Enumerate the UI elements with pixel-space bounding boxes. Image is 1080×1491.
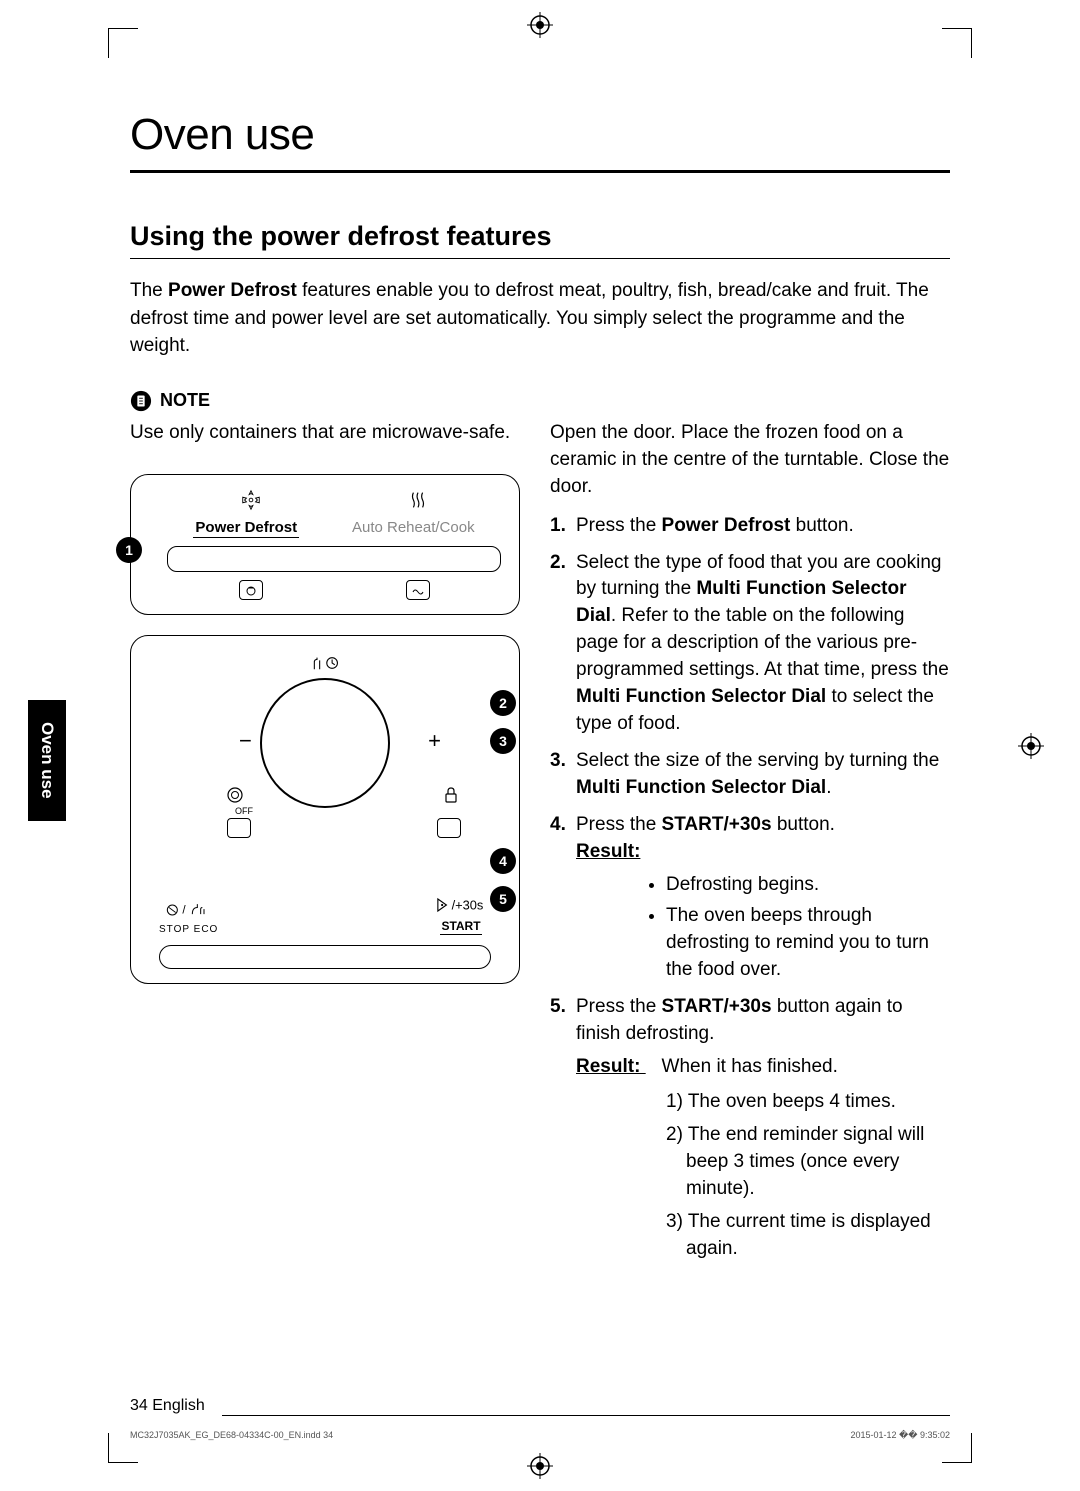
page-footer: 34 English <box>130 1397 950 1416</box>
minus-icon: − <box>239 728 252 754</box>
start-col: /+30s START <box>431 896 491 935</box>
note-body: Use only containers that are microwave-s… <box>130 420 520 447</box>
result-label: Result: <box>576 841 640 862</box>
when-finished: When it has finished. <box>662 1056 838 1077</box>
lock-button-box <box>437 818 461 838</box>
right-column: Open the door. Place the frozen food on … <box>550 420 950 1273</box>
side-tab: Oven use <box>28 700 66 821</box>
registration-mark-icon <box>527 1453 553 1479</box>
intro-prefix: The <box>130 280 168 301</box>
small-icon-2 <box>406 580 430 600</box>
crop-mark <box>108 28 138 58</box>
registration-mark-icon <box>1018 733 1044 759</box>
print-timestamp: 2015-01-12 �� 9:35:02 <box>850 1430 950 1441</box>
steam-icon <box>407 489 429 517</box>
indd-path: MC32J7035AK_EG_DE68-04334C-00_EN.indd 34 <box>130 1430 333 1441</box>
note-icon <box>130 390 152 412</box>
intro-paragraph: The Power Defrost features enable you to… <box>130 277 950 360</box>
stop-eco-col: / STOP ECO <box>159 901 218 935</box>
finish-2: 2) The end reminder signal will beep 3 t… <box>666 1122 950 1203</box>
lock-icon <box>443 786 459 809</box>
callout-5: 5 <box>490 886 516 912</box>
print-footer: MC32J7035AK_EG_DE68-04334C-00_EN.indd 34… <box>130 1430 950 1441</box>
start-label: START <box>440 919 481 935</box>
stop-eco-label: STOP ECO <box>159 924 218 935</box>
callout-2: 2 <box>490 690 516 716</box>
step-4: 4. Press the START/+30s button. Result: … <box>576 812 950 984</box>
step-5: 5. Press the START/+30s button again to … <box>576 994 950 1263</box>
callout-3: 3 <box>490 728 516 754</box>
svg-text:/: / <box>182 904 186 917</box>
section-title: Using the power defrost features <box>130 221 950 259</box>
page-number: 34 <box>130 1397 148 1414</box>
control-panel-bottom: − + OFF 2 3 4 5 <box>130 635 520 984</box>
power-defrost-label: Power Defrost <box>193 519 299 538</box>
long-button <box>159 945 491 969</box>
page-lang: English <box>152 1397 204 1414</box>
page-content: Oven use Oven use Using the power defros… <box>130 110 950 1416</box>
callout-1: 1 <box>116 537 142 563</box>
display-rect <box>167 546 501 572</box>
step-3: 3. Select the size of the serving by tur… <box>576 748 950 802</box>
step-1: 1. Press the Power Defrost button. <box>576 513 950 540</box>
off-button-box <box>227 818 251 838</box>
start-icon: /+30s <box>431 896 491 914</box>
left-column: Use only containers that are microwave-s… <box>130 420 520 1273</box>
finish-1: 1) The oven beeps 4 times. <box>666 1089 950 1116</box>
page-title: Oven use <box>130 110 950 173</box>
plus-icon: + <box>428 728 441 754</box>
crop-mark <box>942 28 972 58</box>
bullet-1: Defrosting begins. <box>666 872 950 899</box>
selector-dial <box>260 678 390 808</box>
callout-4: 4 <box>490 848 516 874</box>
defrost-icon <box>240 489 262 517</box>
finish-3: 3) The current time is displayed again. <box>666 1209 950 1263</box>
off-label: OFF <box>235 806 253 816</box>
result-label-2: Result: <box>576 1056 646 1077</box>
note-label: NOTE <box>160 390 210 411</box>
small-icon-1 <box>239 580 263 600</box>
auto-reheat-label: Auto Reheat/Cook <box>352 519 475 538</box>
bullet-2: The oven beeps through defrosting to rem… <box>666 903 950 984</box>
step-2: 2. Select the type of food that you are … <box>576 550 950 739</box>
note-header: NOTE <box>130 390 950 412</box>
plus-30s-text: /+30s <box>452 898 484 913</box>
intro-bold: Power Defrost <box>168 280 297 301</box>
open-door-text: Open the door. Place the frozen food on … <box>550 420 950 501</box>
registration-mark-icon <box>527 12 553 38</box>
control-panel-top: 1 Power Defrost Auto Reheat/Cook <box>130 474 520 615</box>
touch-clock-icon <box>309 654 341 677</box>
